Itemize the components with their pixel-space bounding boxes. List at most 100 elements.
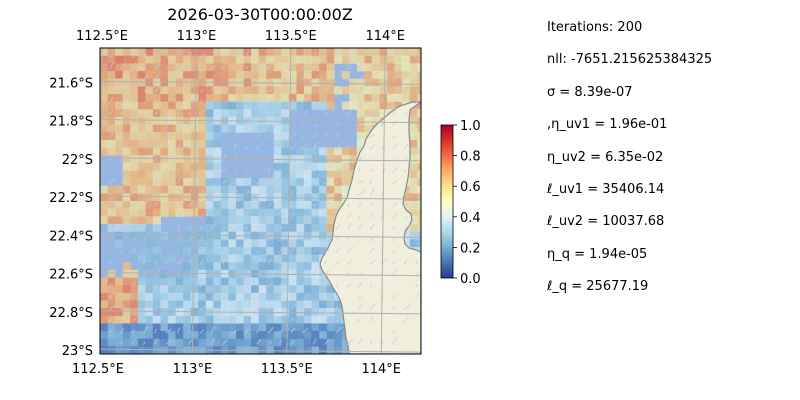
current-vector xyxy=(245,179,250,185)
heatmap-cell xyxy=(175,86,184,95)
heatmap-cell xyxy=(311,338,320,347)
heatmap-cell xyxy=(198,277,207,286)
heatmap-cell xyxy=(115,147,124,156)
heatmap-cell xyxy=(334,155,343,164)
colorbar-gradient xyxy=(440,124,454,279)
heatmap-cell xyxy=(228,262,237,271)
current-vector xyxy=(165,316,171,322)
current-vector xyxy=(392,214,397,219)
heatmap-cell xyxy=(122,277,131,286)
heatmap-cell xyxy=(122,292,131,301)
current-vector xyxy=(324,180,329,185)
heatmap-cell xyxy=(183,338,192,347)
current-vector xyxy=(403,73,409,81)
heatmap-cell xyxy=(273,300,282,309)
heatmap-cell xyxy=(213,139,222,148)
current-vector xyxy=(324,191,328,196)
heatmap-cell xyxy=(334,201,343,210)
heatmap-cell xyxy=(176,354,184,362)
heatmap-cell xyxy=(379,78,388,87)
heatmap-cell xyxy=(417,93,421,103)
heatmap-cell xyxy=(145,223,154,233)
heatmap-cell xyxy=(122,170,131,179)
heatmap-cell xyxy=(371,86,380,95)
heatmap-cell xyxy=(235,277,245,286)
heatmap-cell xyxy=(175,78,184,87)
heatmap-cell xyxy=(175,323,184,332)
current-vector xyxy=(267,54,272,58)
heatmap-cell xyxy=(258,86,267,95)
heatmap-cell xyxy=(220,292,229,301)
heatmap-cell xyxy=(122,155,131,164)
heatmap-cell xyxy=(107,109,116,118)
current-vector xyxy=(312,62,318,70)
heatmap-cell xyxy=(319,48,328,57)
heatmap-cell xyxy=(326,70,335,80)
heatmap-cell xyxy=(371,101,380,110)
heatmap-cell xyxy=(107,216,116,225)
heatmap-cell xyxy=(100,285,109,294)
heatmap-cell xyxy=(273,63,282,72)
heatmap-cell xyxy=(296,55,305,64)
heatmap-cell xyxy=(145,109,154,118)
current-vector xyxy=(324,111,329,116)
colorbar-tick-label: 0.8 xyxy=(460,150,481,165)
heatmap-cell xyxy=(288,155,297,164)
heatmap-cell xyxy=(319,78,328,87)
heatmap-cell xyxy=(303,147,312,156)
heatmap-cell xyxy=(228,354,236,362)
heatmap-cell xyxy=(167,70,177,80)
heatmap-cell xyxy=(303,262,312,271)
heatmap-cell xyxy=(341,86,350,95)
current-vector xyxy=(256,306,261,311)
current-vector xyxy=(369,76,374,81)
heatmap-cell xyxy=(137,338,146,347)
current-vector xyxy=(131,87,138,93)
heatmap-cell xyxy=(235,292,245,301)
current-vector xyxy=(222,123,225,127)
current-vector xyxy=(143,318,148,322)
current-vector xyxy=(346,179,351,185)
current-vector xyxy=(177,122,182,127)
heatmap-cell xyxy=(190,285,199,294)
current-vector xyxy=(143,213,147,219)
heatmap-cell xyxy=(205,170,214,179)
heatmap-cell xyxy=(137,162,146,171)
heatmap-cell xyxy=(319,246,328,256)
map-frame xyxy=(99,47,422,355)
current-vector xyxy=(245,66,249,70)
current-vector xyxy=(188,188,192,196)
current-vector xyxy=(211,123,215,127)
heatmap-cell xyxy=(137,63,146,72)
heatmap-cell xyxy=(190,86,199,95)
heatmap-cell xyxy=(183,354,191,362)
heatmap-cell xyxy=(258,277,267,286)
current-vector xyxy=(154,179,160,185)
heatmap-cell xyxy=(341,170,350,179)
heatmap-cell xyxy=(417,55,421,64)
current-vector xyxy=(301,123,305,127)
map-axes: 112.5°E 113°E 113.5°E 114°E 112.5°E 113°E 113… xyxy=(49,29,425,377)
heatmap-cell xyxy=(175,178,184,187)
current-vector xyxy=(358,295,362,299)
current-vector xyxy=(392,249,396,253)
stat-line: ℓ_uv1 = 35406.14 xyxy=(547,181,665,197)
current-vector xyxy=(278,282,282,288)
heatmap-cell xyxy=(288,346,297,354)
heatmap-cell xyxy=(364,63,373,72)
current-vector xyxy=(131,341,134,345)
heatmap-cell xyxy=(137,139,146,148)
heatmap-cell xyxy=(130,292,139,301)
heatmap-cell xyxy=(175,185,184,194)
heatmap-cell xyxy=(326,223,335,233)
heatmap-cell xyxy=(100,63,109,72)
heatmap-cell xyxy=(228,48,237,57)
heatmap-cell xyxy=(167,162,177,171)
heatmap-cell xyxy=(342,354,350,362)
heatmap-cell xyxy=(198,300,207,309)
heatmap-cell xyxy=(288,78,297,87)
heatmap-cell xyxy=(417,354,425,362)
current-vector xyxy=(109,283,112,288)
current-vector xyxy=(143,87,150,93)
heatmap-cell xyxy=(167,155,177,164)
